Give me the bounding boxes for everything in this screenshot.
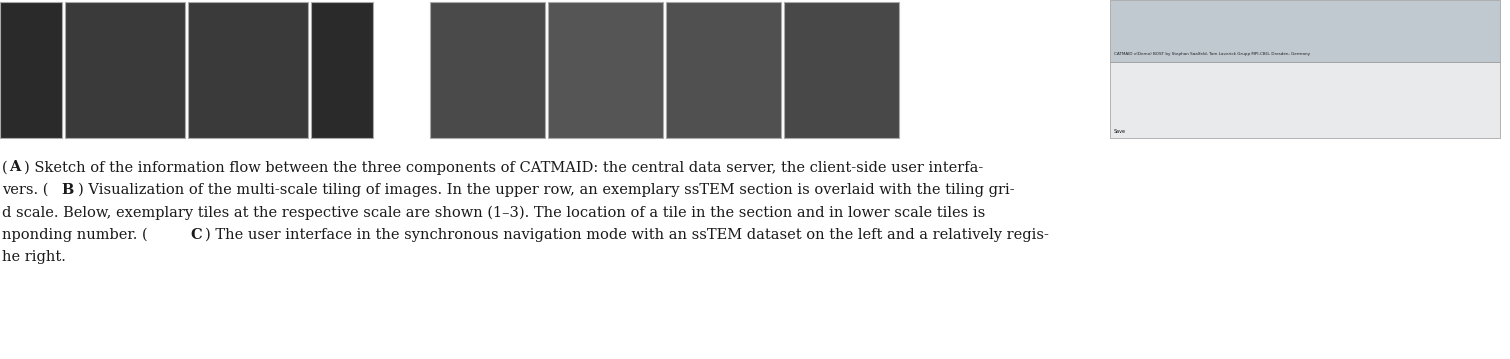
Bar [311,2,373,138]
Text: ) The user interface in the synchronous navigation mode with an ssTEM dataset on: ) The user interface in the synchronous … [205,228,1049,242]
Bar [1110,62,1499,138]
Bar [548,2,663,138]
Text: A: A [9,160,21,174]
Text: he right.: he right. [2,250,66,264]
Text: B: B [62,183,74,197]
Bar [65,2,186,138]
Bar [666,2,781,138]
Text: nponding number. (: nponding number. ( [2,228,148,242]
Bar [1110,0,1499,62]
Bar [784,2,898,138]
Text: CATMAID v(Demo) BOST by Stephan Saalfeld, Tom Laverick Grupp MPI-CBG, Dresden, G: CATMAID v(Demo) BOST by Stephan Saalfeld… [1114,52,1311,56]
Bar [0,2,62,138]
Text: (: ( [2,160,8,174]
Text: C: C [190,228,201,242]
Bar [189,2,308,138]
Text: ) Sketch of the information flow between the three components of CATMAID: the ce: ) Sketch of the information flow between… [24,160,983,174]
Text: d scale. Below, exemplary tiles at the respective scale are shown (1–3). The loc: d scale. Below, exemplary tiles at the r… [2,205,985,220]
Text: Save: Save [1114,129,1126,134]
Text: vers. (: vers. ( [2,183,48,197]
Bar [430,2,545,138]
Text: ) Visualization of the multi-scale tiling of images. In the upper row, an exempl: ) Visualization of the multi-scale tilin… [77,183,1015,197]
